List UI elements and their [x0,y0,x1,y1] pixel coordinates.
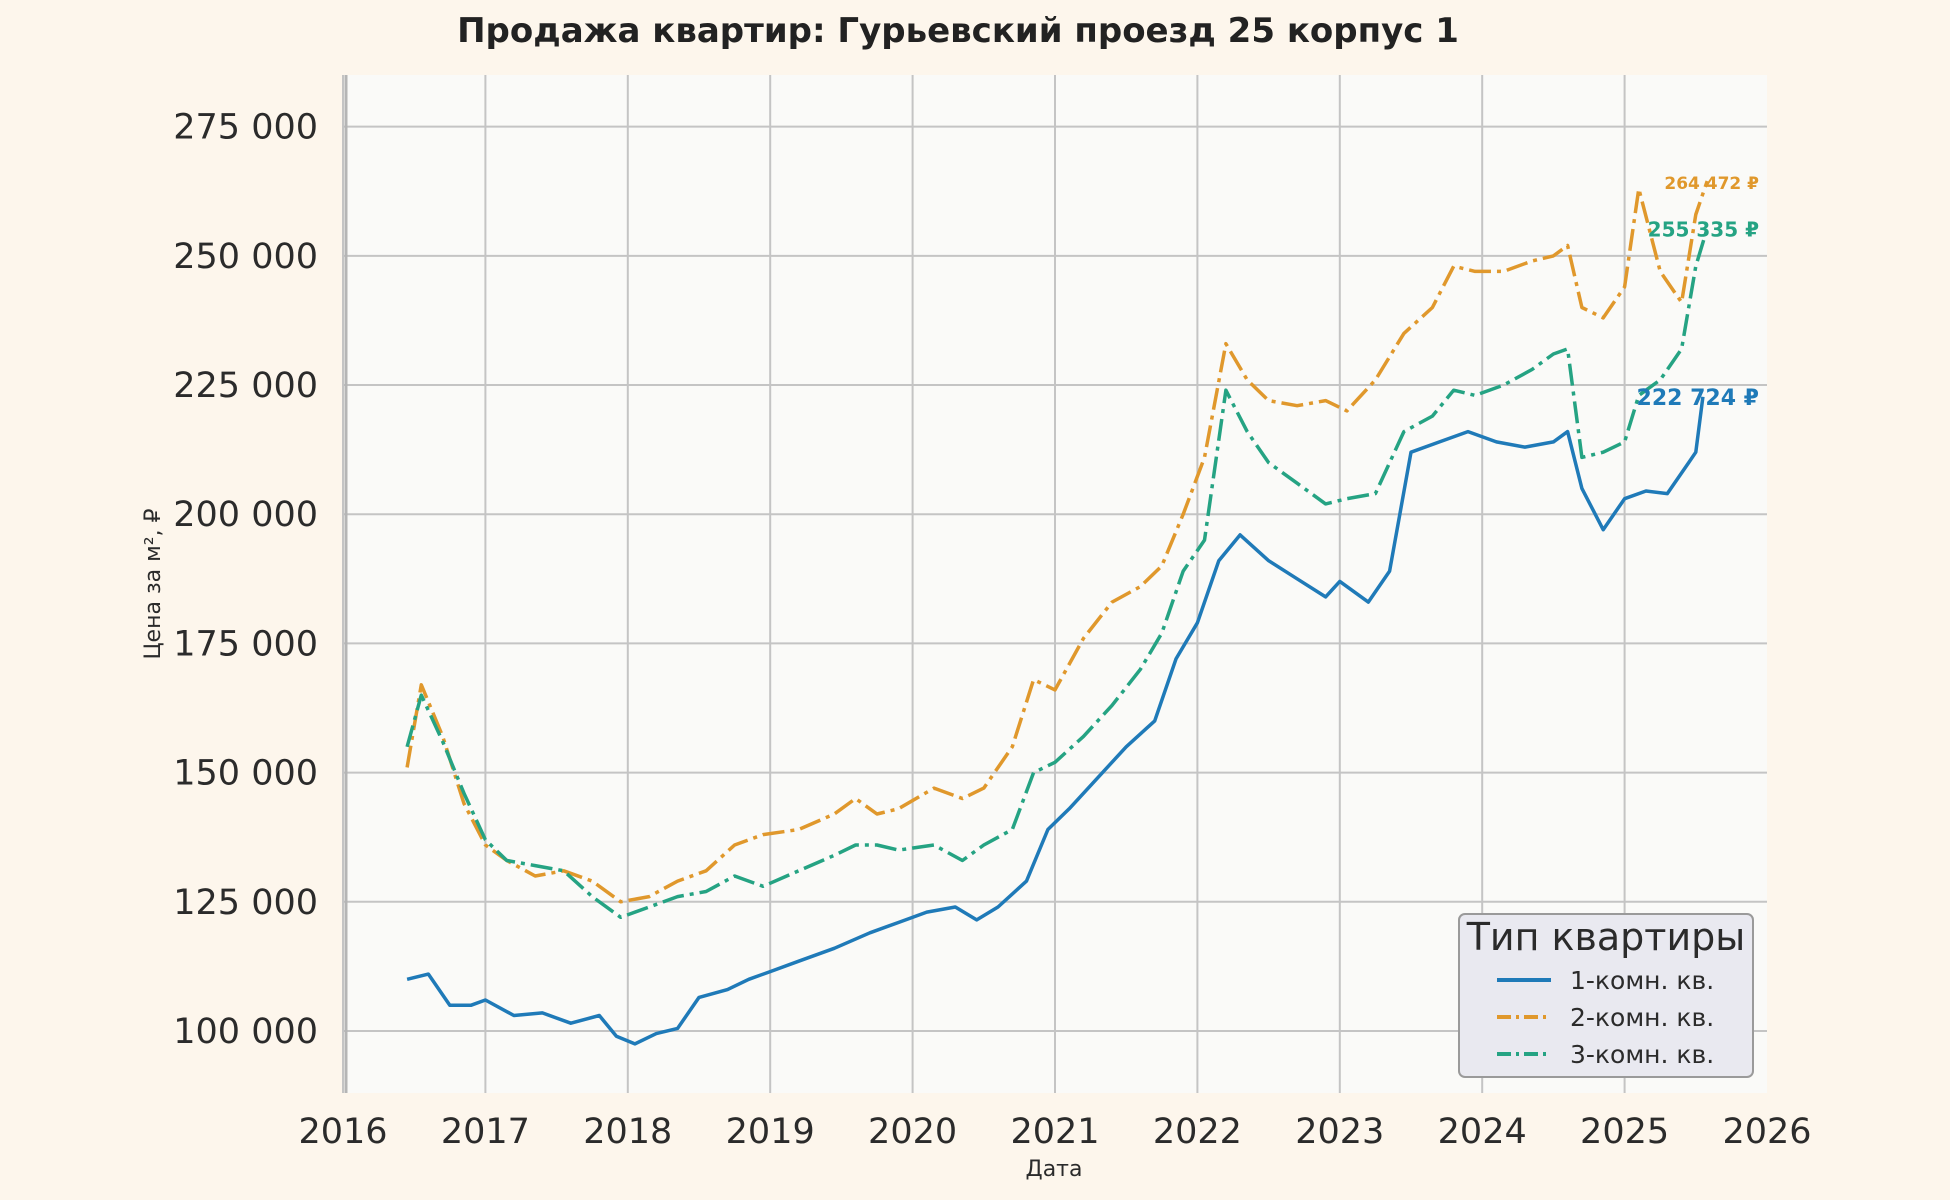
series-line-1 [406,396,1705,1046]
tick-labels: 2016 2017 2018 2019 2020 2021 2022 2023 2024 2025… [173,108,1811,1152]
end-value-label: 264 472 ₽ [1664,174,1759,194]
x-axis-label: Дата [1026,1157,1083,1182]
x-tick-label: 2016 [298,1112,387,1152]
legend-title: Тип квартиры [1466,915,1746,959]
end-value-label: 255 335 ₽ [1648,217,1759,241]
y-tick-label: 175 000 [173,624,318,664]
chart-title: Продажа квартир: Гурьевский проезд 25 ко… [457,11,1459,51]
x-tick-label: 2020 [868,1112,957,1152]
y-tick-label: 125 000 [173,883,318,923]
legend-box [1458,913,1754,1078]
y-tick-label: 100 000 [173,1012,318,1052]
end-value-label: 222 724 ₽ [1637,386,1759,411]
series-line-3 [405,227,1709,920]
legend-label: 2-комн. кв. [1570,1003,1714,1032]
x-tick-label: 2025 [1580,1112,1669,1152]
x-tick-label: 2024 [1438,1112,1527,1152]
end-labels: 222 724 ₽ 264 472 ₽ 255 335 ₽ [1637,174,1760,411]
legend: Тип квартиры 1-комн. кв. 2-комн. кв. 3-ком… [1458,913,1754,1078]
x-tick-label: 2018 [583,1112,672,1152]
y-tick-label: 150 000 [173,754,318,794]
x-tick-label: 2017 [441,1112,530,1152]
series-lines [405,180,1709,1046]
x-tick-label: 2026 [1722,1112,1811,1152]
legend-label: 3-комн. кв. [1570,1040,1714,1069]
y-axis-label: Цена за м², ₽ [141,508,166,659]
y-tick-label: 225 000 [173,366,318,406]
x-tick-label: 2019 [726,1112,815,1152]
legend-label: 1-комн. кв. [1570,966,1714,995]
legend-items: 1-комн. кв. 2-комн. кв. 3-комн. кв. [1497,966,1714,1069]
y-tick-label: 250 000 [173,237,318,277]
x-tick-label: 2022 [1153,1112,1242,1152]
series-line-2 [405,180,1709,904]
x-tick-label: 2023 [1295,1112,1384,1152]
y-tick-label: 275 000 [173,108,318,148]
y-tick-label: 200 000 [173,495,318,535]
x-tick-label: 2021 [1010,1112,1099,1152]
